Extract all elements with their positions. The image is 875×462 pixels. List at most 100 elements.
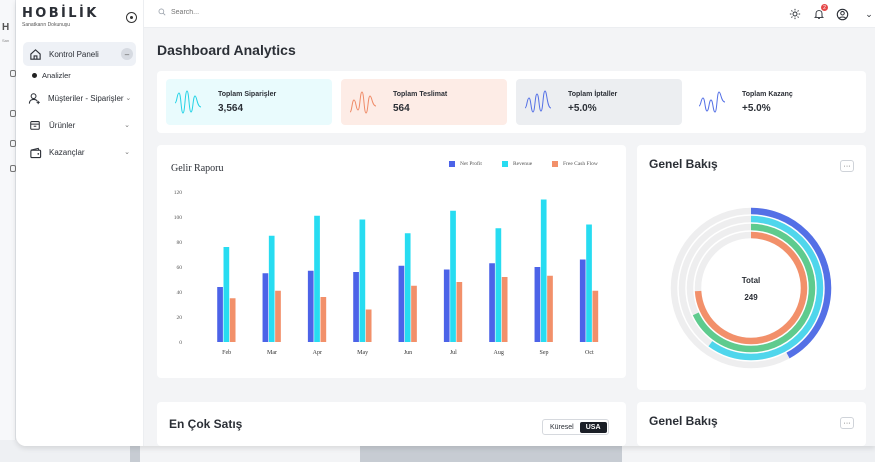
- stat-card-total-earnings[interactable]: Toplam Kazanç +5.0%: [690, 79, 856, 125]
- legend-swatch: [552, 161, 558, 167]
- x-tick-label: Apr: [313, 350, 322, 356]
- sidebar-subitem-analytics[interactable]: Analizler: [32, 71, 71, 80]
- bar-free-cash-flow[interactable]: [229, 298, 236, 342]
- brand-logo[interactable]: HOBİLİK Sanatkarın Dokunuşu: [22, 6, 99, 28]
- chevron-down-icon[interactable]: ⌄: [124, 122, 130, 129]
- search-input[interactable]: [171, 8, 311, 16]
- legend-item-revenue[interactable]: Revenue: [502, 161, 532, 167]
- revenue-report-panel: Gelir Raporu Net Profit Revenue Free Cas…: [157, 145, 626, 378]
- background-nav-icon: [10, 165, 16, 172]
- sidebar: HOBİLİK Sanatkarın Dokunuşu Kontrol Pane…: [16, 0, 144, 446]
- home-icon: [28, 47, 42, 61]
- bar-revenue[interactable]: [359, 219, 366, 343]
- revenue-report-title: Gelir Raporu: [171, 163, 224, 174]
- sidebar-toggle-button[interactable]: [126, 12, 137, 23]
- stat-card-total-cancellations[interactable]: Toplam İptaller +5.0%: [516, 79, 682, 125]
- radial-ring-1[interactable]: [678, 215, 824, 361]
- bar-revenue[interactable]: [268, 235, 275, 342]
- toggle-usa-button[interactable]: USA: [579, 421, 607, 433]
- wallet-icon: [28, 145, 42, 159]
- best-sellers-title: En Çok Satış: [169, 417, 243, 431]
- bar-free-cash-flow[interactable]: [456, 282, 463, 342]
- bar-free-cash-flow[interactable]: [592, 290, 599, 342]
- bar-free-cash-flow[interactable]: [411, 285, 417, 342]
- bar-net-profit[interactable]: [489, 263, 495, 342]
- radial-ring-2[interactable]: [686, 223, 816, 353]
- notifications-button[interactable]: 2: [812, 4, 828, 21]
- background-logo: H: [2, 22, 10, 33]
- legend-item-net-profit[interactable]: Net Profit: [449, 161, 482, 167]
- bar-net-profit[interactable]: [217, 287, 223, 342]
- sun-icon: [789, 8, 801, 20]
- stat-card-total-orders[interactable]: Toplam Siparişler 3,564: [166, 79, 332, 125]
- legend-item-free-cash-flow[interactable]: Free Cash Flow: [552, 161, 598, 167]
- bar-revenue[interactable]: [404, 233, 411, 342]
- stat-label: Toplam Teslimat: [393, 90, 448, 98]
- bar-net-profit[interactable]: [307, 270, 314, 342]
- x-tick-label: Feb: [222, 350, 231, 356]
- chevron-down-icon[interactable]: ⌄: [125, 95, 132, 102]
- brand-name: HOBİLİK: [22, 6, 99, 21]
- stat-label: Toplam İptaller: [568, 90, 618, 98]
- bar-free-cash-flow[interactable]: [275, 290, 281, 342]
- background-nav-icon: [10, 70, 16, 77]
- bar-revenue[interactable]: [495, 228, 502, 342]
- search-bar[interactable]: [158, 8, 311, 16]
- bar-net-profit[interactable]: [353, 272, 359, 342]
- stat-value: +5.0%: [742, 102, 771, 114]
- bar-net-profit[interactable]: [534, 267, 541, 342]
- legend-label: Net Profit: [460, 161, 482, 167]
- bar-revenue[interactable]: [314, 215, 320, 342]
- overview-2-title: Genel Bakış: [649, 414, 718, 428]
- overview-radial-chart: Total 249: [670, 207, 832, 369]
- stats-panel: Toplam Siparişler 3,564 Toplam Teslimat 56…: [157, 71, 866, 133]
- wave-icon: [524, 90, 552, 113]
- x-tick-label: Jul: [450, 350, 457, 356]
- legend-swatch: [502, 161, 508, 167]
- toggle-global-button[interactable]: Küresel: [550, 423, 574, 431]
- overview-2-more-button[interactable]: ···: [840, 417, 854, 429]
- sidebar-item-earnings[interactable]: Kazançlar ⌄: [23, 140, 136, 164]
- wave-icon: [349, 91, 377, 114]
- profile-button[interactable]: [835, 7, 849, 21]
- radial-center-label: Total: [742, 276, 761, 285]
- bar-free-cash-flow[interactable]: [365, 309, 372, 343]
- x-tick-label: Aug: [493, 350, 503, 356]
- page-title: Dashboard Analytics: [157, 42, 296, 58]
- bar-revenue[interactable]: [540, 199, 547, 343]
- stat-card-total-deliveries[interactable]: Toplam Teslimat 564: [341, 79, 507, 125]
- x-tick-label: Jun: [404, 350, 412, 356]
- user-add-icon: [28, 91, 41, 105]
- wave-icon: [698, 91, 726, 113]
- y-tick-label: 20: [177, 315, 183, 321]
- chevron-up-icon[interactable]: –: [121, 48, 133, 60]
- stat-value: 3,564: [218, 102, 244, 114]
- bar-net-profit[interactable]: [398, 265, 405, 342]
- overview-panel-2: Genel Bakış ···: [637, 402, 866, 446]
- x-tick-label: Sep: [540, 350, 549, 356]
- sidebar-item-dashboard[interactable]: Kontrol Paneli –: [23, 42, 136, 66]
- stat-label: Toplam Siparişler: [218, 90, 277, 98]
- bar-net-profit[interactable]: [443, 269, 450, 343]
- bar-revenue[interactable]: [223, 247, 230, 342]
- best-sellers-panel: En Çok Satış Küresel USA: [157, 402, 626, 446]
- bar-free-cash-flow[interactable]: [320, 297, 327, 342]
- legend-label: Free Cash Flow: [563, 161, 598, 167]
- theme-toggle-button[interactable]: [788, 7, 802, 21]
- bar-revenue[interactable]: [586, 224, 592, 343]
- bar-revenue[interactable]: [450, 210, 456, 342]
- bar-net-profit[interactable]: [262, 273, 269, 342]
- bar-free-cash-flow[interactable]: [547, 275, 553, 342]
- bar-net-profit[interactable]: [579, 259, 586, 343]
- sidebar-item-products[interactable]: Ürünler ⌄: [23, 113, 136, 137]
- bar-free-cash-flow[interactable]: [501, 277, 508, 342]
- chevron-down-icon[interactable]: ⌄: [124, 149, 130, 156]
- overview-more-button[interactable]: ···: [840, 160, 854, 172]
- profile-menu-chevron-icon[interactable]: ⌄: [865, 8, 873, 19]
- sidebar-item-label: Kazançlar: [49, 147, 85, 157]
- sidebar-item-customers-orders[interactable]: Müşteriler - Siparişler ⌄: [23, 86, 136, 110]
- radial-ring-3[interactable]: [694, 231, 808, 345]
- search-icon: [158, 8, 166, 16]
- radial-ring-0[interactable]: [670, 207, 832, 369]
